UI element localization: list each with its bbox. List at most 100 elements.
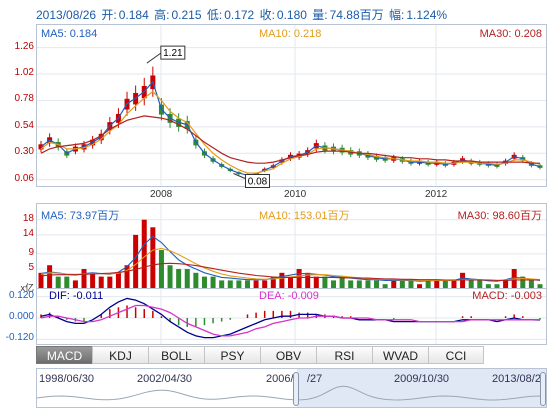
volume-bar	[64, 276, 70, 288]
tab-rsi[interactable]: RSI	[316, 346, 372, 364]
price-x-tick: 2008	[150, 189, 173, 200]
volume-panel[interactable]: MA5: 73.97百万 MA10: 153.01百万 MA30: 98.60百…	[36, 203, 547, 289]
price-ma30-label: MA30: 0.208	[479, 28, 542, 40]
navigator-date-label: 2006/	[266, 373, 294, 385]
volume-bar	[227, 280, 233, 288]
macd-y-tick: 0.000	[8, 311, 34, 322]
price-ma10-line	[40, 90, 541, 174]
tab-boll[interactable]: BOLL	[148, 346, 204, 364]
header-change-label: 幅:	[389, 8, 405, 22]
indicator-tabs: MACD KDJ BOLL PSY OBV RSI WVAD CCI	[36, 346, 484, 364]
volume-bar	[184, 269, 190, 288]
header-high: 0.215	[171, 8, 202, 22]
volume-y-tick: 18	[22, 212, 34, 224]
volume-bar	[468, 280, 474, 288]
navigator-overview-line	[37, 385, 546, 401]
volume-ma5-label: MA5: 73.97百万	[41, 210, 120, 222]
navigator-date-label: /27	[307, 373, 323, 385]
volume-bar	[72, 280, 78, 288]
volume-bar	[494, 284, 500, 288]
price-panel[interactable]: 1.21 0.08 MA5: 0.184 MA10: 0.218 MA30: 0.…	[36, 24, 547, 188]
volume-bar	[55, 276, 61, 288]
volume-ma5-line	[40, 235, 541, 282]
high-annotation-pointer	[146, 52, 162, 64]
volume-bar	[382, 284, 388, 288]
macd-y-tick: -0.120	[5, 332, 34, 344]
navigator-overview-svg	[37, 369, 546, 407]
volume-bar	[434, 280, 440, 288]
tab-obv[interactable]: OBV	[260, 346, 316, 364]
price-y-tick: 1.02	[14, 67, 34, 79]
tab-macd[interactable]: MACD	[36, 346, 92, 364]
low-annotation-box	[244, 173, 270, 188]
volume-bar	[176, 269, 182, 288]
range-end-handle[interactable]	[540, 372, 546, 406]
volume-bar	[201, 276, 207, 288]
header-volume: 74.88百万	[329, 8, 384, 22]
volume-bar	[503, 280, 509, 288]
volume-bar	[236, 280, 242, 288]
volume-bar	[339, 276, 345, 288]
navigator-selected-range	[297, 369, 546, 407]
navigator-date-label: 1998/06/30	[39, 373, 95, 385]
volume-bar	[210, 276, 216, 288]
volume-bar	[417, 284, 423, 288]
volume-bar	[107, 276, 113, 288]
tab-cci[interactable]: CCI	[428, 346, 484, 364]
navigator-date-label: 2002/04/30	[137, 373, 193, 385]
volume-bar	[133, 234, 139, 288]
header-low: 0.172	[224, 8, 255, 22]
price-y-tick: 1.26	[14, 40, 34, 52]
header-high-label: 高:	[154, 8, 170, 22]
volume-unit-label: x亿	[20, 283, 34, 293]
price-y-tick: 0.54	[14, 119, 34, 131]
price-ma30-line	[40, 115, 540, 164]
volume-y-tick: 5	[28, 262, 34, 274]
volume-bar	[150, 227, 156, 288]
volume-bar	[374, 280, 380, 288]
price-ma5-line	[40, 80, 541, 176]
volume-bar	[270, 276, 276, 288]
volume-bar	[193, 272, 199, 288]
volume-bar	[356, 280, 362, 288]
macd-value-label: MACD: -0.003	[472, 290, 542, 302]
volume-bar	[442, 280, 448, 288]
macd-dea-line	[40, 304, 541, 337]
macd-dea-label: DEA: -0.009	[259, 290, 319, 302]
volume-bar	[365, 280, 371, 288]
volume-bar	[141, 219, 147, 288]
volume-bar	[219, 280, 225, 288]
macd-y-tick: 0.120	[8, 289, 34, 301]
tab-psy[interactable]: PSY	[204, 346, 260, 364]
range-navigator[interactable]: 1998/06/30 2002/04/30 2006/ /27 2009/10/30 20…	[36, 368, 547, 408]
header-open-label: 开:	[101, 8, 117, 22]
volume-ma10-label: MA10: 153.01百万	[259, 210, 350, 222]
volume-bar	[520, 276, 526, 288]
volume-bar	[322, 276, 328, 288]
range-start-handle[interactable]	[293, 372, 299, 406]
volume-bar	[331, 280, 337, 288]
price-chart-svg: 1.21 0.08	[37, 25, 546, 188]
high-annotation-label: 1.21	[163, 48, 183, 59]
volume-bar	[348, 280, 354, 288]
volume-bar	[425, 280, 431, 288]
volume-bar	[244, 280, 250, 288]
price-ma5-label: MA5: 0.184	[41, 28, 98, 40]
header-close-label: 收:	[259, 8, 275, 22]
navigator-date-label: 2009/10/30	[394, 373, 450, 385]
macd-panel[interactable]: DIF: -0.011 DEA: -0.009 MACD: -0.003	[36, 288, 547, 345]
tab-kdj[interactable]: KDJ	[92, 346, 148, 364]
volume-bar	[81, 269, 87, 288]
tab-wvad[interactable]: WVAD	[372, 346, 428, 364]
price-y-tick: 0.78	[14, 93, 34, 105]
header-change: 1.124%	[406, 8, 448, 22]
volume-bar	[451, 280, 457, 288]
volume-bar	[279, 272, 285, 288]
volume-bar	[115, 272, 121, 288]
volume-bar	[158, 250, 164, 288]
header-low-label: 低:	[206, 8, 223, 22]
volume-bar	[47, 265, 53, 288]
volume-bar	[528, 280, 534, 288]
high-annotation-box	[160, 45, 186, 60]
volume-bar	[477, 280, 483, 288]
